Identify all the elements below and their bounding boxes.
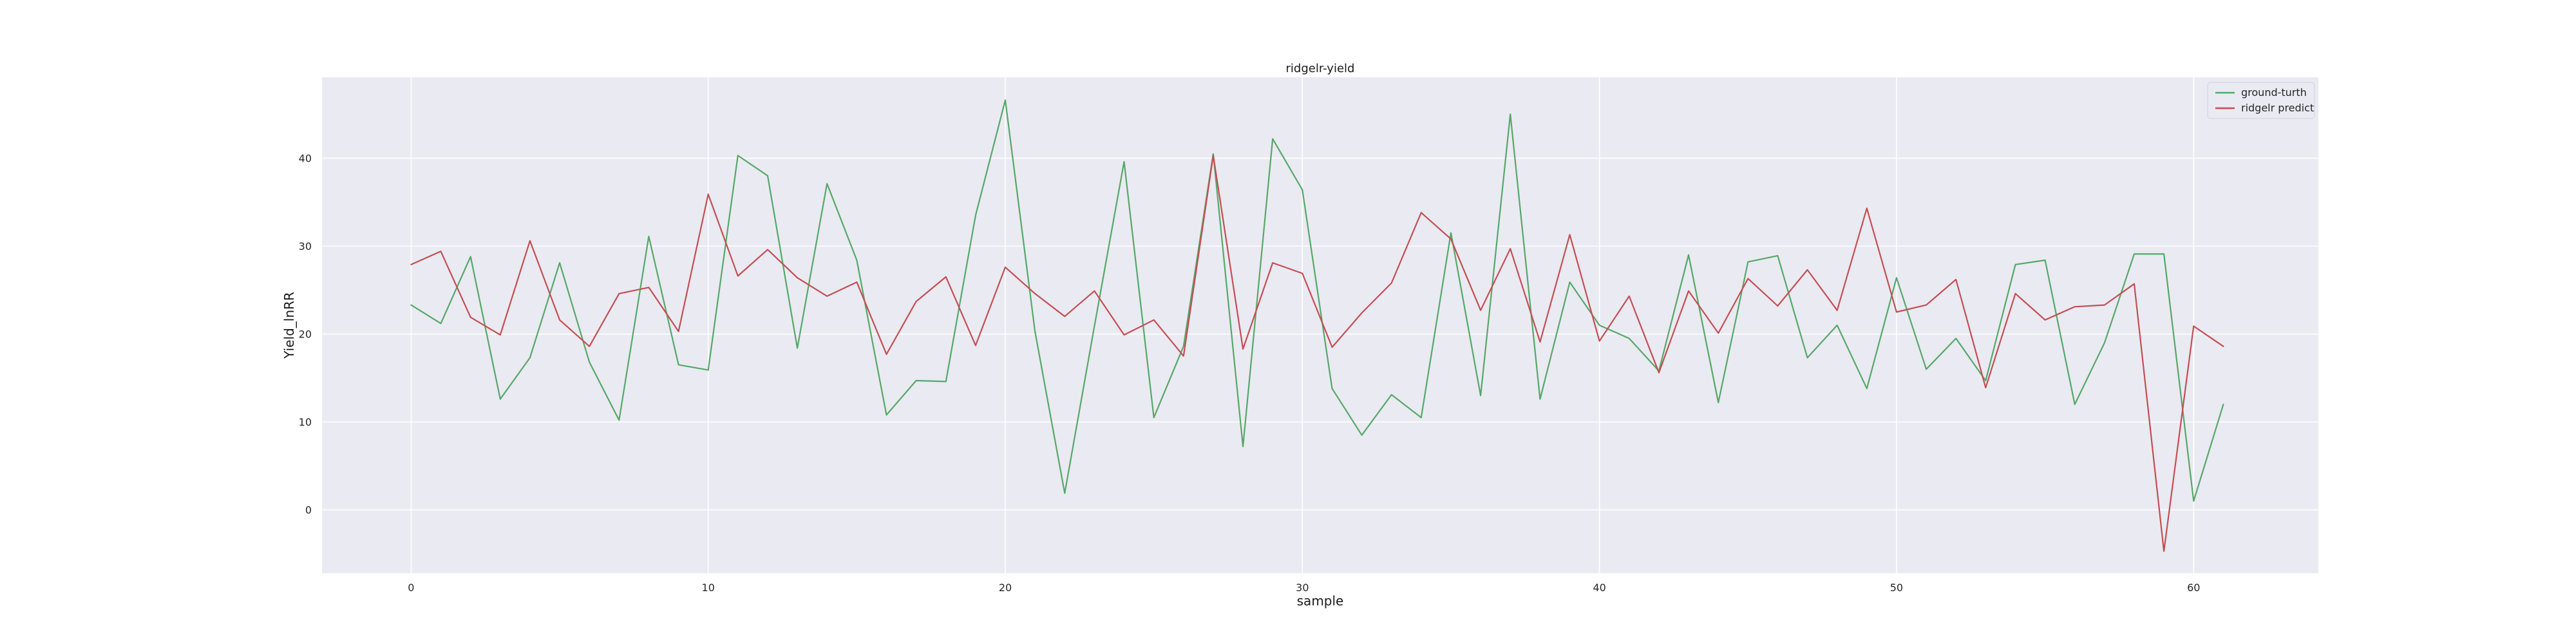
x-tick-label: 0 — [408, 582, 414, 594]
y-tick-label: 40 — [299, 153, 312, 165]
series-line-ground-turth — [410, 99, 2224, 502]
y-tick-label: 0 — [305, 504, 312, 516]
y-tick-label: 10 — [299, 416, 312, 428]
legend-box — [2207, 82, 2315, 119]
x-tick-labels: 0 10 20 30 40 50 60 — [408, 582, 2200, 594]
legend-label: ridgelr predict — [2241, 102, 2314, 114]
x-axis-label: sample — [1297, 593, 1344, 609]
y-axis-label: Yield_lnRR — [281, 292, 297, 359]
y-tick-labels: 0 10 20 30 40 — [299, 153, 312, 516]
legend: ground-turth ridgelr predict — [2207, 82, 2315, 119]
series-line-ridgelr-predict — [410, 155, 2224, 553]
legend-label: ground-turth — [2241, 86, 2307, 99]
x-tick-label: 60 — [2187, 582, 2200, 594]
chart-title: ridgelr-yield — [1286, 62, 1355, 75]
x-tick-label: 10 — [702, 582, 715, 594]
series-layer — [410, 99, 2224, 553]
y-tick-label: 30 — [299, 240, 312, 252]
x-tick-label: 40 — [1593, 582, 1605, 594]
x-tick-label: 20 — [999, 582, 1012, 594]
y-tick-label: 20 — [299, 328, 312, 341]
x-tick-label: 30 — [1296, 582, 1309, 594]
plot-area — [322, 77, 2318, 573]
x-tick-label: 50 — [1890, 582, 1903, 594]
